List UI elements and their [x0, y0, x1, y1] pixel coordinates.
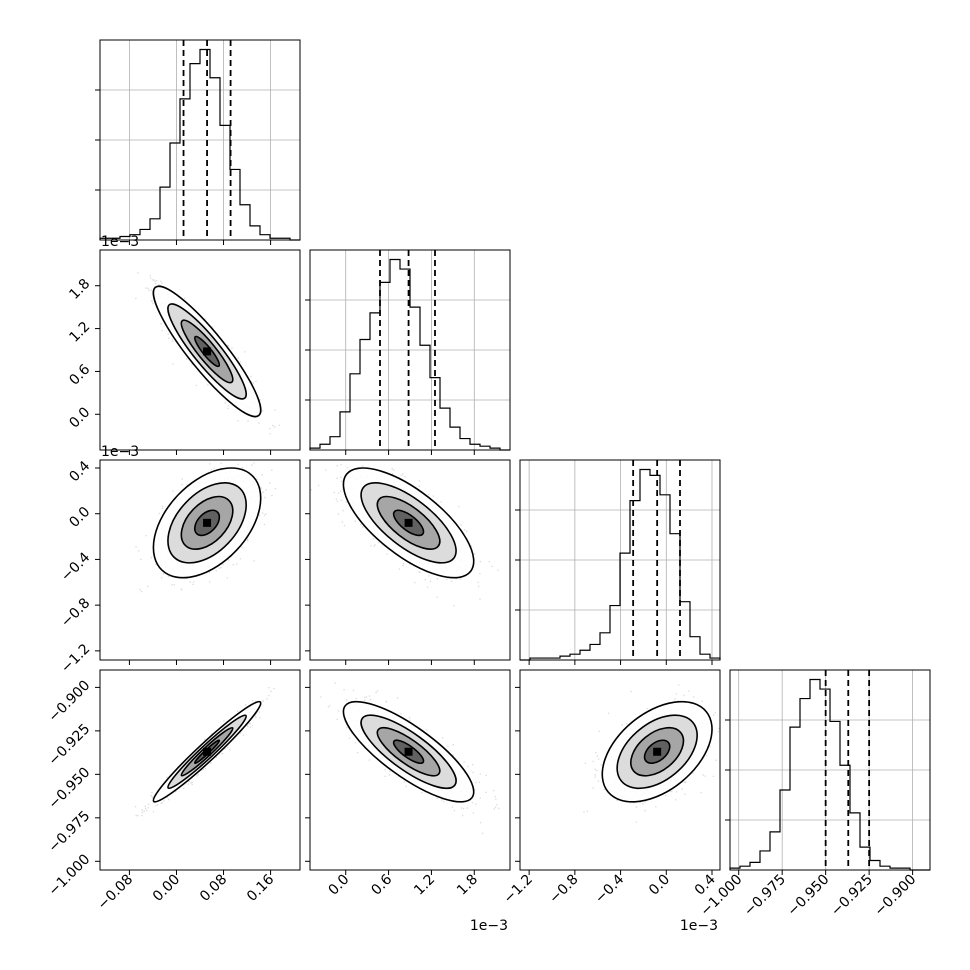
x-tick-label: 0.6	[368, 871, 395, 898]
x-tick-label: −0.8	[546, 872, 581, 907]
density-peak	[404, 518, 413, 527]
y-tick-label: 0.0	[66, 504, 93, 531]
histogram-bars	[729, 678, 930, 871]
x-tick-label: 0.08	[197, 872, 230, 905]
panel-frame	[309, 249, 511, 451]
scatter-panel	[95, 669, 301, 875]
y-offset-label: 1e−3	[101, 234, 139, 250]
x-tick-label: −0.950	[785, 872, 833, 920]
x-tick-label: −1.2	[501, 872, 536, 907]
y-tick-label: −0.900	[45, 677, 93, 725]
scatter-panel	[305, 669, 511, 875]
histogram-bars	[309, 258, 510, 451]
y-tick-label: −1.000	[45, 851, 93, 899]
y-tick-label: 0.0	[66, 404, 93, 431]
x-tick-label: 0.00	[150, 872, 183, 905]
y-tick-label: 1.2	[66, 319, 93, 346]
density-peak	[203, 347, 212, 356]
panel-frame	[519, 669, 721, 871]
y-offset-label: 1e−3	[101, 444, 139, 460]
x-tick-label: 0.0	[646, 872, 673, 899]
x-offset-label: 1e−3	[470, 918, 508, 934]
y-tick-label: 1.8	[66, 276, 93, 303]
density-peak	[203, 747, 212, 756]
y-tick-label: 0.6	[66, 361, 93, 388]
x-tick-label: −0.925	[828, 872, 876, 920]
panel-frame	[309, 459, 511, 661]
panel-frame	[519, 459, 721, 661]
panel-frame	[99, 459, 301, 661]
y-tick-label: −0.4	[58, 549, 93, 584]
y-tick-label: −0.8	[58, 595, 93, 630]
y-tick-label: −1.2	[58, 641, 93, 676]
y-tick-label: −0.925	[45, 721, 93, 769]
y-tick-label: −0.975	[45, 808, 93, 856]
scatter-points	[135, 462, 277, 593]
x-tick-label: −0.975	[741, 872, 789, 920]
panel-frame	[99, 39, 301, 241]
scatter-panel	[95, 249, 301, 455]
histogram-panel	[95, 39, 301, 245]
x-tick-label: 0.0	[325, 872, 352, 899]
panel-frame	[729, 669, 931, 871]
scatter-panel	[515, 669, 721, 875]
histogram-panel	[305, 249, 511, 455]
panel-frame	[99, 669, 301, 871]
x-tick-label: 0.16	[244, 871, 277, 904]
density-peak	[653, 747, 662, 756]
histogram-panel	[515, 459, 721, 665]
x-tick-label: −0.4	[592, 871, 627, 906]
x-offset-label: 1e−3	[680, 918, 718, 934]
x-tick-label: −0.08	[95, 872, 137, 914]
x-tick-label: −0.900	[871, 872, 919, 920]
histogram-bars	[520, 468, 721, 661]
x-tick-label: 1.8	[454, 872, 481, 899]
histogram-panel	[725, 669, 931, 875]
density-peak	[404, 747, 413, 756]
density-peak	[203, 518, 212, 527]
panel-frame	[99, 249, 301, 451]
scatter-panel	[95, 459, 301, 665]
panel-frame	[309, 669, 511, 871]
scatter-panel	[305, 459, 511, 665]
x-tick-label: 1.2	[411, 872, 438, 899]
histogram-bars	[99, 48, 300, 241]
y-tick-label: 0.4	[66, 458, 93, 485]
y-tick-label: −0.950	[45, 764, 93, 812]
